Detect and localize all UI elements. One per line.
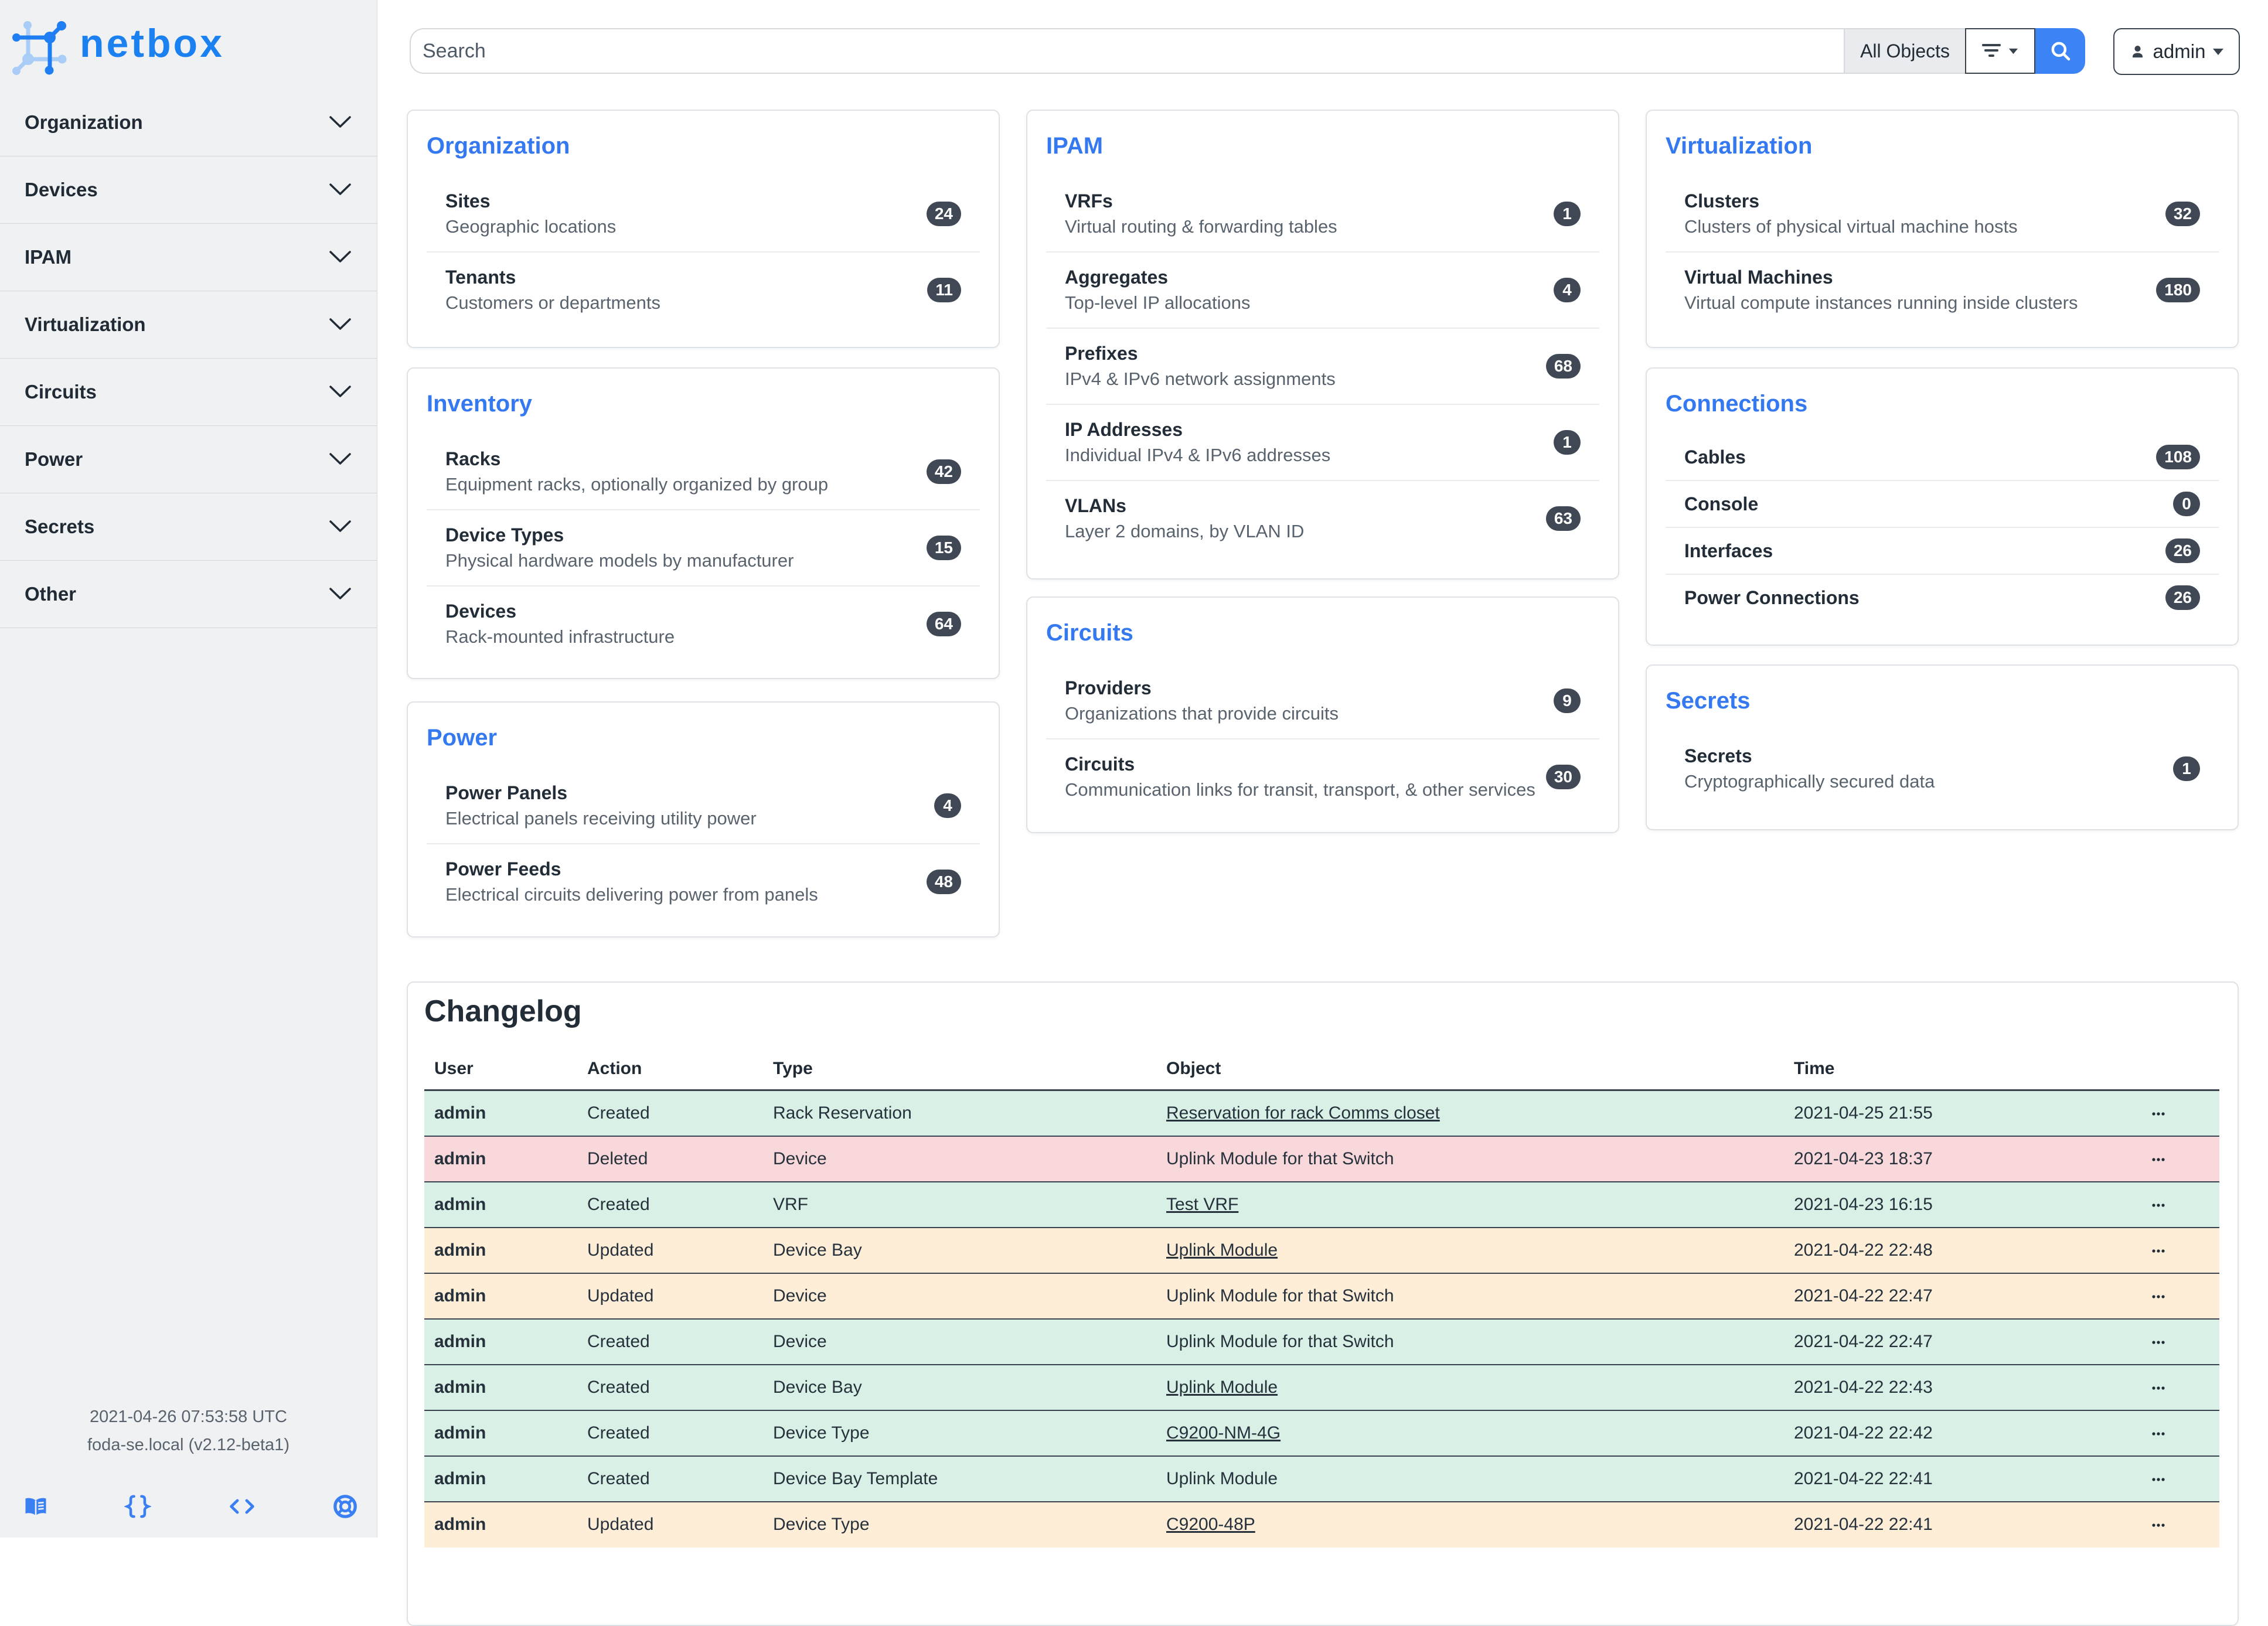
svg-text:netbox: netbox [80,21,224,66]
